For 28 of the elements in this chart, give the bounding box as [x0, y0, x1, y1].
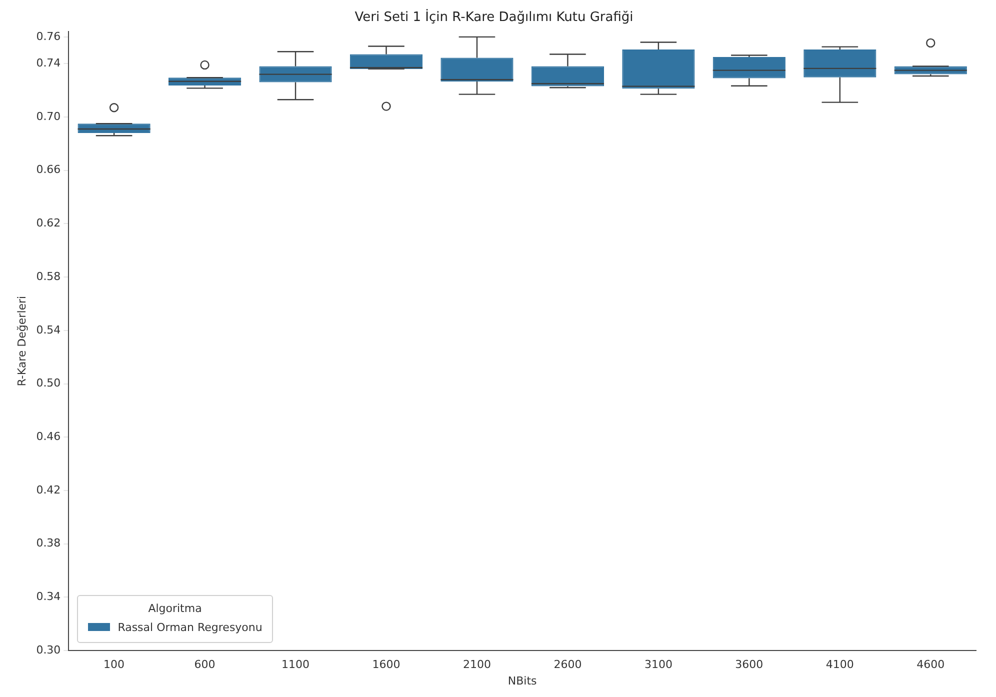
x-tick-label: 1600	[372, 658, 400, 672]
x-tick-label: 2100	[462, 658, 491, 672]
y-tick-label: 0.38	[36, 536, 61, 550]
x-tick-label: 600	[194, 658, 216, 672]
x-tick-label: 4100	[826, 658, 854, 672]
y-axis-title: R-Kare Değerleri	[15, 296, 28, 386]
x-tick-label: 100	[104, 658, 125, 672]
y-tick-label: 0.58	[36, 270, 61, 283]
x-axis-title: NBits	[508, 674, 538, 688]
y-tick-label: 0.34	[36, 590, 61, 604]
y-tick-label: 0.50	[36, 376, 61, 390]
y-tick-label: 0.66	[36, 163, 61, 176]
x-tick-label: 3600	[735, 658, 764, 672]
y-tick-label: 0.46	[36, 430, 61, 444]
x-tick-label: 3100	[644, 658, 672, 672]
y-tick-label: 0.30	[36, 643, 61, 656]
x-tick-label: 1100	[282, 658, 310, 672]
y-tick-label: 0.76	[36, 30, 61, 43]
x-tick-label: 4600	[916, 658, 945, 672]
y-tick-label: 0.62	[36, 216, 61, 230]
x-tick-label: 2600	[554, 658, 582, 672]
chart-title: Veri Seti 1 İçin R-Kare Dağılımı Kutu Grafiği	[354, 9, 634, 26]
y-tick-label: 0.54	[36, 323, 61, 336]
y-tick-label: 0.74	[36, 56, 61, 70]
legend-title: Algoritma	[147, 602, 203, 615]
y-tick-label: 0.42	[36, 483, 61, 496]
legend-label: Rassal Orman Regresyonu	[118, 620, 262, 634]
y-tick-label: 0.70	[36, 110, 61, 123]
